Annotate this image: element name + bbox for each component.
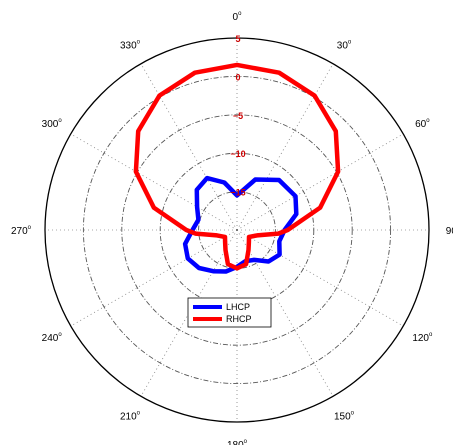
outer-frame xyxy=(44,37,430,423)
degree-mark: o xyxy=(28,225,32,231)
angle-labels: 0o30o60o90o120o150o180o210o240o270o300o3… xyxy=(11,11,453,445)
angle-label-270: 270o xyxy=(11,225,32,237)
ring-label-1: −10 xyxy=(230,149,245,159)
ring-label-2: −5 xyxy=(233,111,243,121)
degree-mark: o xyxy=(429,332,433,338)
degree-mark: o xyxy=(351,410,355,416)
degree-mark: o xyxy=(137,40,141,46)
legend-label-lhcp: LHCP xyxy=(226,302,250,312)
degree-mark: o xyxy=(244,439,248,445)
degree-mark: o xyxy=(348,40,352,46)
angle-label-300: 300o xyxy=(42,118,63,130)
series-lhcp xyxy=(182,175,299,274)
ring-0 xyxy=(82,75,392,385)
degree-mark: o xyxy=(238,11,242,17)
spoke-30 xyxy=(236,63,334,231)
angle-label-60: 60o xyxy=(415,118,430,130)
legend: LHCP RHCP xyxy=(187,297,272,328)
legend-label-rhcp: RHCP xyxy=(226,314,252,324)
angle-label-120: 120o xyxy=(412,332,433,344)
polar-grid xyxy=(44,37,430,423)
degree-mark: o xyxy=(426,118,430,124)
angle-label-0: 0o xyxy=(233,11,243,23)
angle-label-180: 180o xyxy=(227,439,248,445)
degree-mark: o xyxy=(137,410,141,416)
legend-box xyxy=(187,297,272,328)
spoke-60 xyxy=(236,133,404,231)
spoke-240 xyxy=(70,229,238,327)
angle-label-30: 30o xyxy=(337,40,352,52)
degree-mark: o xyxy=(58,118,62,124)
angle-label-210: 210o xyxy=(120,410,141,422)
angle-label-90: 90o xyxy=(446,225,453,237)
ring-label-3: 0 xyxy=(235,72,240,82)
spoke-120 xyxy=(236,229,404,327)
ring-labels: −15 −10 −5 0 5 xyxy=(230,34,245,198)
degree-mark: o xyxy=(58,332,62,338)
ring-label-0: −15 xyxy=(230,188,245,198)
ring-label-4: 5 xyxy=(235,34,240,44)
angle-label-240: 240o xyxy=(42,332,63,344)
spoke-300 xyxy=(70,133,238,231)
angle-label-330: 330o xyxy=(120,40,141,52)
spoke-330 xyxy=(140,63,238,231)
angle-label-150: 150o xyxy=(334,410,355,422)
series-layer xyxy=(133,62,341,274)
ring--5 xyxy=(121,114,353,346)
spoke-150 xyxy=(236,229,334,397)
series-rhcp xyxy=(133,62,341,271)
